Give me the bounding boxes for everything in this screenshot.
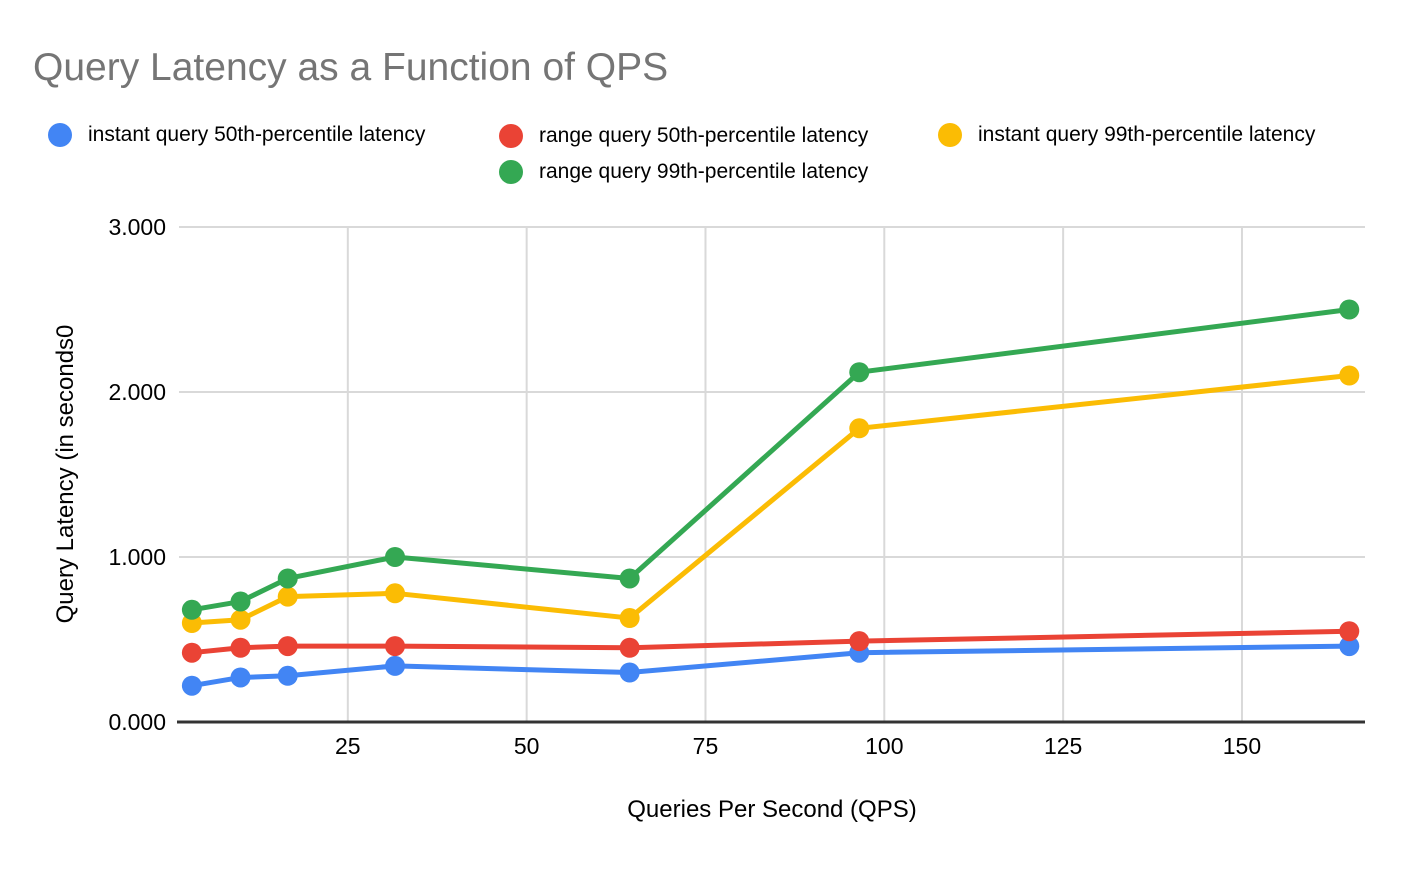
y-tick-label: 3.000 [108,214,166,240]
data-point [385,655,406,676]
x-tick-label: 50 [514,733,540,759]
y-tick-label: 0.000 [108,709,166,735]
y-tick-label: 1.000 [108,544,166,570]
data-point [849,362,870,383]
data-point [619,662,640,683]
data-point [181,642,202,663]
data-point [277,636,298,657]
legend-marker-icon [938,123,962,147]
data-point [619,568,640,589]
data-point [181,599,202,620]
y-tick-label: 2.000 [108,379,166,405]
data-point [385,547,406,567]
x-tick-label: 125 [1044,733,1082,759]
legend-item-range-query-50th: range query 50th-percentile latency [499,124,868,148]
data-point [230,609,251,630]
data-point [1339,365,1360,386]
data-point [619,608,640,629]
data-point [1339,636,1360,657]
series-line-2 [189,373,1352,626]
data-point [1339,299,1360,320]
legend-item-range-query-99th: range query 99th-percentile latency [499,160,868,184]
x-tick-label: 150 [1223,733,1261,759]
series-line-0 [189,643,1352,689]
data-point [619,637,640,658]
chart-title: Query Latency as a Function of QPS [33,46,669,89]
data-point [277,665,298,686]
x-axis-title: Queries Per Second (QPS) [627,796,917,823]
data-point [849,418,870,439]
data-point [385,636,406,657]
data-point [230,637,251,658]
series-line-3 [189,307,1352,613]
data-point [849,631,870,652]
data-point [181,675,202,696]
x-tick-label: 75 [693,733,719,759]
legend-label: instant query 99th-percentile latency [978,123,1316,146]
x-tick-label: 25 [335,733,361,759]
data-point [1339,621,1360,642]
legend-item-instant-query-99th: instant query 99th-percentile latency [938,123,1315,147]
legend-marker-icon [499,160,523,184]
data-point [230,591,251,612]
legend-item-instant-query-50th: instant query 50th-percentile latency [48,123,425,147]
x-tick-label: 100 [865,733,903,759]
legend-marker-icon [48,123,72,147]
legend-label: instant query 50th-percentile latency [88,123,426,146]
data-point [277,586,298,607]
data-point [277,568,298,589]
y-axis-title: Query Latency (in seconds0 [52,324,79,624]
data-point [230,667,251,688]
data-point [385,583,406,604]
legend-label: range query 99th-percentile latency [539,160,869,183]
legend-marker-icon [499,124,523,148]
legend-label: range query 50th-percentile latency [539,124,869,147]
